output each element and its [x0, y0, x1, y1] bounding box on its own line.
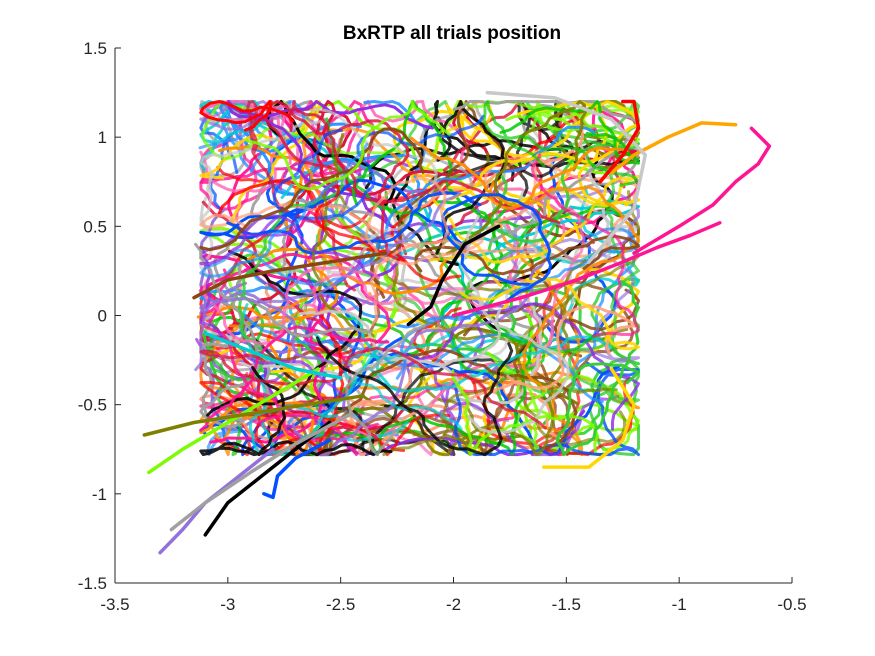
trajectory-line: [287, 100, 561, 224]
trajectory-line: [202, 266, 380, 346]
y-tick-label: -0.5: [78, 396, 107, 415]
x-tick-label: -2.5: [326, 595, 355, 614]
trajectory-line: [364, 177, 500, 266]
series-line-14: [406, 224, 501, 327]
chart-title: BxRTP all trials position: [343, 23, 561, 44]
x-tick-label: -3.5: [100, 595, 129, 614]
trajectory-line: [441, 193, 553, 303]
trajectory-line: [199, 214, 374, 277]
tick-group: -3.5 -3 -2.5 -2 -1.5 -1 -0.5 1.5 1 0.5 0 -0.5 -1 -1.5: [78, 39, 807, 614]
y-tick-label: 0.5: [83, 217, 107, 236]
trajectory-line: [314, 175, 462, 283]
trajectory-line: [435, 100, 507, 255]
series-line-6: [203, 420, 332, 537]
x-tick-label: -1.5: [552, 595, 581, 614]
trajectory-line: [364, 139, 569, 190]
trajectory-line: [199, 227, 346, 410]
trajectory-line: [486, 351, 640, 457]
trajectory-line: [342, 334, 463, 431]
trajectory-line: [315, 336, 514, 457]
y-tick-label: -1.5: [78, 574, 107, 593]
series-line-11: [485, 90, 648, 264]
trajectory-line: [530, 153, 640, 338]
trajectory-line: [460, 214, 570, 434]
trajectory-line: [324, 275, 517, 353]
trajectory-line: [264, 100, 410, 253]
trajectory-line: [406, 302, 640, 431]
trajectory-line: [199, 346, 547, 430]
series-line-13: [192, 251, 388, 300]
trajectory-line: [199, 365, 393, 457]
y-tick-label: -1: [92, 485, 107, 504]
trajectory-line: [268, 312, 345, 457]
trajectory-line: [272, 114, 485, 220]
trajectory-line: [194, 191, 462, 372]
trajectory-line: [199, 142, 369, 287]
trajectory-line: [506, 304, 640, 390]
trajectory-line: [410, 136, 629, 207]
series-line-8: [169, 411, 354, 532]
trajectory-line: [525, 100, 640, 146]
y-tick-label: 0: [98, 307, 107, 326]
series-line-12: [598, 99, 641, 184]
trajectory-line: [199, 203, 548, 256]
trajectory-line: [199, 325, 390, 432]
series-line-1: [451, 221, 722, 318]
trajectory-line: [428, 174, 640, 264]
series-line-4: [147, 367, 320, 475]
x-tick-label: -3: [220, 595, 235, 614]
x-tick-label: -0.5: [777, 595, 806, 614]
series-line-10: [542, 367, 636, 469]
trajectory-line: [238, 303, 409, 457]
trajectory-line: [445, 100, 587, 255]
trajectory-line: [434, 395, 620, 457]
series-line-3: [609, 121, 738, 175]
trajectory-line: [199, 100, 295, 132]
trajectory-line: [556, 280, 640, 457]
trajectory-line: [199, 127, 425, 252]
trajectory-line: [345, 324, 426, 457]
trajectory-line: [451, 369, 600, 457]
trajectory-line: [246, 247, 447, 296]
trajectory-line: [194, 242, 373, 338]
y-tick-label: 1.5: [83, 39, 107, 58]
y-tick-label: 1: [98, 128, 107, 147]
series-layer: [142, 90, 772, 555]
series-line-15: [203, 331, 343, 380]
trajectory-line: [392, 100, 515, 266]
trajectory-line: [198, 100, 305, 174]
series-line-9: [142, 394, 365, 437]
trajectory-line: [459, 277, 640, 351]
trajectory-line: [482, 100, 640, 187]
x-tick-label: -2: [446, 595, 461, 614]
trajectory-line: [205, 250, 363, 418]
x-tick-label: -1: [672, 595, 687, 614]
trajectory-layer: [194, 100, 640, 457]
series-line-2: [632, 126, 772, 255]
trajectory-line: [245, 100, 451, 191]
trajectory-line: [211, 176, 344, 382]
trajectory-line: [312, 273, 498, 313]
series-line-7: [262, 438, 332, 500]
trajectory-line: [370, 100, 522, 299]
trajectory-line: [362, 326, 579, 408]
